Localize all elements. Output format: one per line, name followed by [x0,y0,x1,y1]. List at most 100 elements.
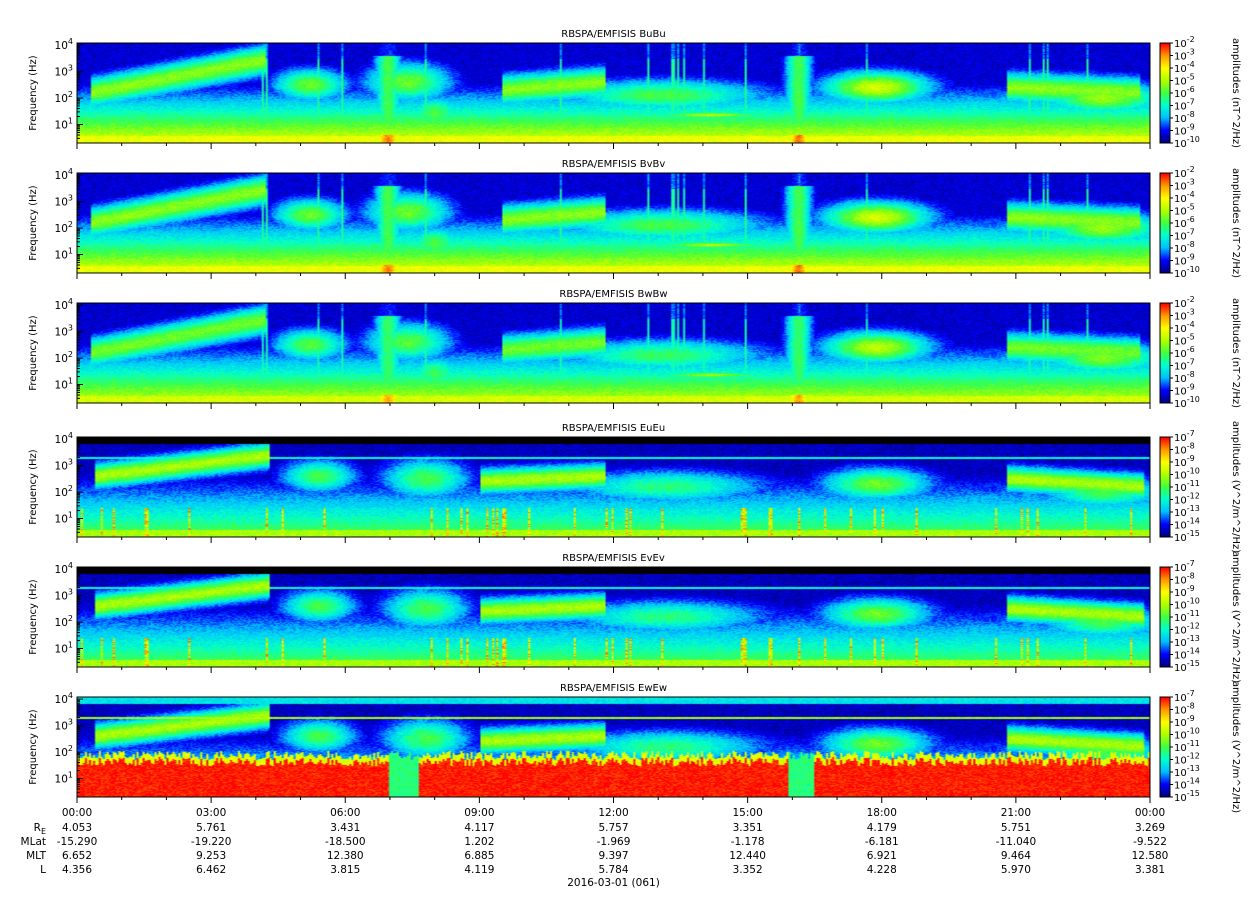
ephemeris-row-label: MLat [21,836,46,848]
ephemeris-value: 3.381 [1135,864,1165,876]
ephemeris-value: 9.253 [196,850,226,862]
y-axis-label: Frequency (Hz) [28,315,39,391]
colorbar [1160,567,1170,667]
y-tick-label: 104 [55,167,73,182]
ephemeris-value: -11.040 [996,836,1037,848]
panel-title: RBSPA/EMFISIS BvBv [562,159,666,170]
colorbar-label: amplitudes (V^2/m^2/Hz) [1230,421,1241,553]
spectrogram-panel: RBSPA/EMFISIS BwBw 101 102 103 104 Frequency … [28,289,1241,410]
spectrogram-image [77,173,1150,273]
y-tick-label: 102 [55,614,73,629]
y-tick-label: 101 [55,246,73,261]
ephemeris-value: 3.352 [733,864,763,876]
spectrogram-image [77,567,1150,667]
x-tick-label: 09:00 [464,807,494,819]
y-tick-label: 104 [55,37,73,52]
ephemeris-table: RE 4.053 5.761 3.431 4.117 5.757 3.351 4.179 5.7… [21,822,1169,876]
y-tick-label: 103 [55,718,73,733]
spectrogram-image [77,437,1150,537]
ephemeris-value: -15.290 [57,836,98,848]
ephemeris-value: 3.351 [733,822,763,834]
ephemeris-value: 5.761 [196,822,226,834]
spectrogram-panel: RBSPA/EMFISIS BvBv 101 102 103 104 Frequency … [28,159,1241,280]
panel-title: RBSPA/EMFISIS EvEv [562,553,665,564]
y-tick-label: 102 [55,90,73,105]
spectrogram-image [77,303,1150,403]
y-tick-label: 103 [55,458,73,473]
y-tick-label: 102 [55,744,73,759]
spectrogram-panel: RBSPA/EMFISIS BuBu 101 102 103 104 Frequency … [28,29,1241,150]
spectrogram-panel: RBSPA/EMFISIS EuEu 101 102 103 104 Frequency … [28,421,1241,553]
ephemeris-value: -1.969 [597,836,631,848]
ephemeris-value: 12.580 [1132,850,1169,862]
panel-title: RBSPA/EMFISIS BuBu [561,29,665,40]
x-tick-label: 21:00 [1001,807,1031,819]
colorbar [1160,697,1170,797]
y-tick-label: 104 [55,431,73,446]
y-axis-label: Frequency (Hz) [28,709,39,785]
colorbar-label: amplitudes (V^2/m^2/Hz) [1230,681,1241,813]
ephemeris-value: 12.380 [327,850,364,862]
ephemeris-value: 6.462 [196,864,226,876]
x-tick-label: 15:00 [732,807,762,819]
colorbar-label: amplitudes (V^2/m^2/Hz) [1230,551,1241,683]
y-tick-label: 101 [55,640,73,655]
ephemeris-value: 1.202 [464,836,494,848]
ephemeris-value: 3.269 [1135,822,1165,834]
colorbar-label: amplitudes (nT^2/Hz) [1230,38,1241,148]
time-axis: 00:00 03:00 06:00 09:00 12:00 15:00 18:00 21:00… [62,807,1165,819]
y-tick-label: 101 [55,116,73,131]
x-tick-label: 06:00 [330,807,360,819]
y-tick-label: 102 [55,484,73,499]
ephemeris-value: 4.179 [867,822,897,834]
ephemeris-row-label: L [40,864,46,876]
ephemeris-row-label: MLT [26,850,46,862]
ephemeris-value: 9.397 [598,850,628,862]
colorbar [1160,173,1170,273]
y-tick-label: 101 [55,770,73,785]
ephemeris-row-label: RE [34,822,46,836]
ephemeris-value: 5.757 [598,822,628,834]
ephemeris-value: 4.356 [62,864,92,876]
y-tick-label: 103 [55,64,73,79]
spectrogram-panel: RBSPA/EMFISIS EwEw 101 102 103 104 Frequency … [28,681,1241,813]
colorbar [1160,303,1170,403]
y-axis-label: Frequency (Hz) [28,579,39,655]
colorbar-label: amplitudes (nT^2/Hz) [1230,168,1241,278]
y-axis-label: Frequency (Hz) [28,185,39,261]
ephemeris-value: 12.440 [729,850,766,862]
date-label: 2016-03-01 (061) [567,877,660,889]
panel-title: RBSPA/EMFISIS EwEw [560,683,667,694]
x-tick-label: 00:00 [62,807,92,819]
ephemeris-value: 5.751 [1001,822,1031,834]
x-tick-label: 12:00 [598,807,628,819]
ephemeris-value: 9.464 [1001,850,1031,862]
ephemeris-value: -18.500 [325,836,366,848]
y-tick-label: 104 [55,297,73,312]
ephemeris-value: 3.815 [330,864,360,876]
panel-title: RBSPA/EMFISIS EuEu [562,423,665,434]
ephemeris-value: -6.181 [865,836,899,848]
ephemeris-value: -19.220 [191,836,232,848]
y-tick-label: 103 [55,588,73,603]
ephemeris-value: 6.885 [464,850,494,862]
ephemeris-value: 5.784 [598,864,628,876]
y-tick-label: 103 [55,324,73,339]
colorbar [1160,437,1170,537]
x-tick-label: 18:00 [867,807,897,819]
spectrogram-image [77,697,1150,797]
y-tick-label: 101 [55,376,73,391]
panel-title: RBSPA/EMFISIS BwBw [559,289,667,300]
colorbar-label: amplitudes (nT^2/Hz) [1230,298,1241,408]
ephemeris-value: 6.921 [867,850,897,862]
spectrogram-image [77,43,1150,143]
y-tick-label: 102 [55,220,73,235]
y-tick-label: 102 [55,350,73,365]
colorbar [1160,43,1170,143]
ephemeris-value: 6.652 [62,850,92,862]
ephemeris-value: 4.117 [464,822,494,834]
y-tick-label: 103 [55,194,73,209]
ephemeris-value: -9.522 [1133,836,1167,848]
ephemeris-value: -1.178 [731,836,765,848]
